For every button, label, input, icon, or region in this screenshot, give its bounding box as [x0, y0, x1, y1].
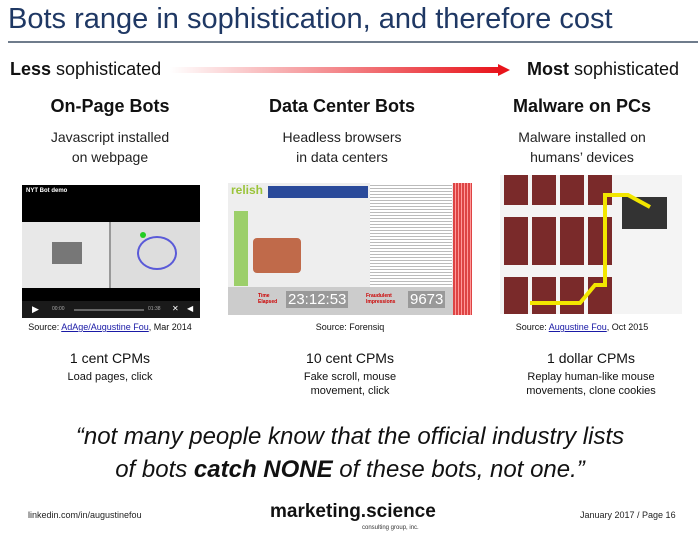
column-desc-line: in data centers: [296, 149, 388, 165]
time-elapsed-label: Time Elapsed: [258, 293, 278, 305]
video-time-end: 01:38: [148, 306, 161, 312]
company-logo-sub: consulting group, inc.: [362, 525, 419, 531]
cpm-desc: movement, click: [310, 385, 390, 397]
column-desc-line: Headless browsers: [282, 129, 402, 145]
cpm-label: 1 cent CPMs: [69, 350, 151, 366]
cpm-desc: Fake scroll, mouse: [303, 371, 397, 383]
volume-icon[interactable]: ◀: [187, 304, 194, 313]
slide-title: Bots range in sophistication, and theref…: [8, 3, 613, 35]
video-controls: ▶ 00:00 01:38 ✕ ◀: [22, 301, 200, 318]
most-sophisticated-label: Most sophisticated: [527, 59, 680, 79]
company-logo: marketing.science: [270, 501, 436, 522]
video-time-start: 00:00: [52, 306, 65, 312]
source-caption: Source: Forensiq: [315, 322, 385, 332]
less-sophisticated-label: Less sophisticated: [10, 59, 162, 79]
cpm-desc: Load pages, click: [67, 371, 153, 383]
title-divider: [8, 41, 698, 43]
footer-date-page: January 2017 / Page 16: [580, 510, 676, 520]
forensiq-bot-screenshot: relish Time Elapsed 23:12:53 Fraudulent …: [228, 183, 472, 315]
fullscreen-icon[interactable]: ✕: [172, 304, 179, 313]
quote: “not many people know that the official …: [0, 420, 700, 486]
time-elapsed-value: 23:12:53: [286, 291, 349, 308]
column-heading: On-Page Bots: [50, 96, 170, 116]
footer-linkedin: linkedin.com/in/augustinefou: [28, 510, 142, 520]
malware-mouse-replay-screenshot: [500, 175, 682, 314]
source-caption: Source: AdAge/Augustine Fou, Mar 2014: [28, 322, 192, 332]
column-heading: Data Center Bots: [268, 96, 416, 116]
quote-line: of bots catch NONE of these bots, not on…: [115, 456, 585, 483]
cpm-label: 10 cent CPMs: [306, 350, 394, 366]
nyt-bot-demo-video[interactable]: NYT Bot demo ▶ 00:00 01:38 ✕ ◀: [22, 185, 200, 318]
column-data-center-bots: Data Center Bots Headless browsers in da…: [232, 96, 452, 167]
column-heading: Malware on PCs: [512, 96, 652, 116]
mouse-path-line: [530, 193, 651, 305]
column-on-page-bots: On-Page Bots Javascript installed on web…: [0, 96, 220, 167]
column-desc-line: Javascript installed: [50, 129, 170, 145]
fraudulent-impressions-label: Fraudulent Impressions: [366, 293, 396, 305]
sophistication-arrow-icon: [170, 64, 510, 76]
column-desc-line: on webpage: [71, 149, 149, 165]
relish-logo: relish: [231, 183, 264, 197]
cpm-label: 1 dollar CPMs: [547, 350, 635, 366]
column-malware-on-pcs: Malware on PCs Malware installed on huma…: [472, 96, 692, 167]
cpm-desc: Replay human-like mouse: [527, 371, 655, 383]
source-link[interactable]: Augustine Fou: [548, 322, 607, 332]
newspaper-screenshot: [22, 222, 200, 288]
fraudulent-impressions-value: 9673: [408, 291, 446, 308]
play-icon[interactable]: ▶: [32, 304, 39, 314]
cpm-desc: movements, clone cookies: [526, 385, 656, 397]
column-desc-line: Malware installed on: [518, 129, 646, 145]
video-progress-bar[interactable]: [74, 309, 144, 311]
source-link[interactable]: AdAge/Augustine Fou: [61, 322, 149, 332]
quote-line: “not many people know that the official …: [75, 423, 625, 450]
video-title: NYT Bot demo: [26, 188, 68, 194]
column-desc-line: humans’ devices: [530, 149, 634, 165]
source-caption: Source: Augustine Fou, Oct 2015: [515, 322, 649, 332]
